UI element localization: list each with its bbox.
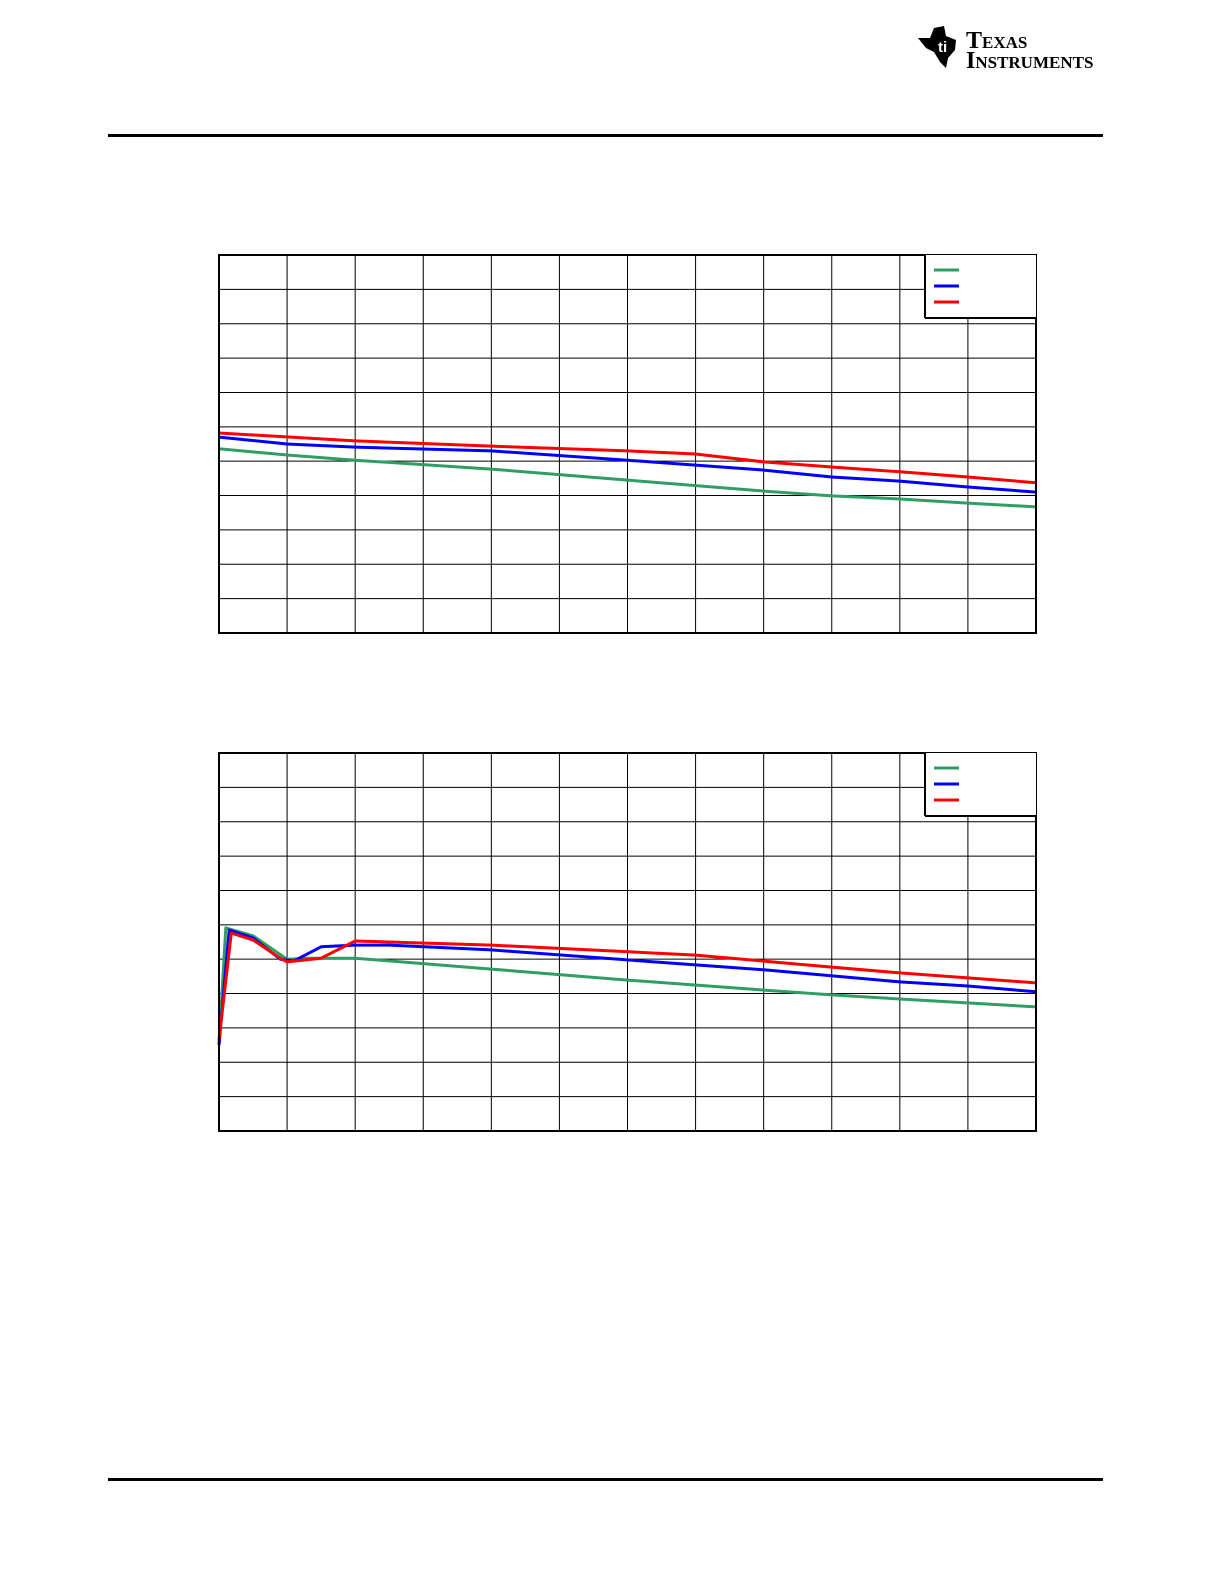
plot-frame xyxy=(218,254,1037,634)
ti-logo-glyph: ti xyxy=(938,39,947,56)
plot-frame xyxy=(218,752,1037,1132)
series-line xyxy=(217,926,1037,1046)
chart xyxy=(217,752,1037,1132)
ti-logo: ti Texas Instruments xyxy=(918,26,1093,74)
series-line xyxy=(218,435,1037,494)
series-line xyxy=(218,431,1037,485)
series-line xyxy=(217,931,1037,1041)
logo-line2: Instruments xyxy=(966,48,1093,74)
logo-line1: Texas xyxy=(966,28,1027,54)
ti-logo-mark xyxy=(918,26,956,68)
footer-rule xyxy=(108,1478,1103,1481)
chart xyxy=(218,254,1037,634)
series-line xyxy=(218,447,1037,509)
header-rule xyxy=(108,134,1103,137)
